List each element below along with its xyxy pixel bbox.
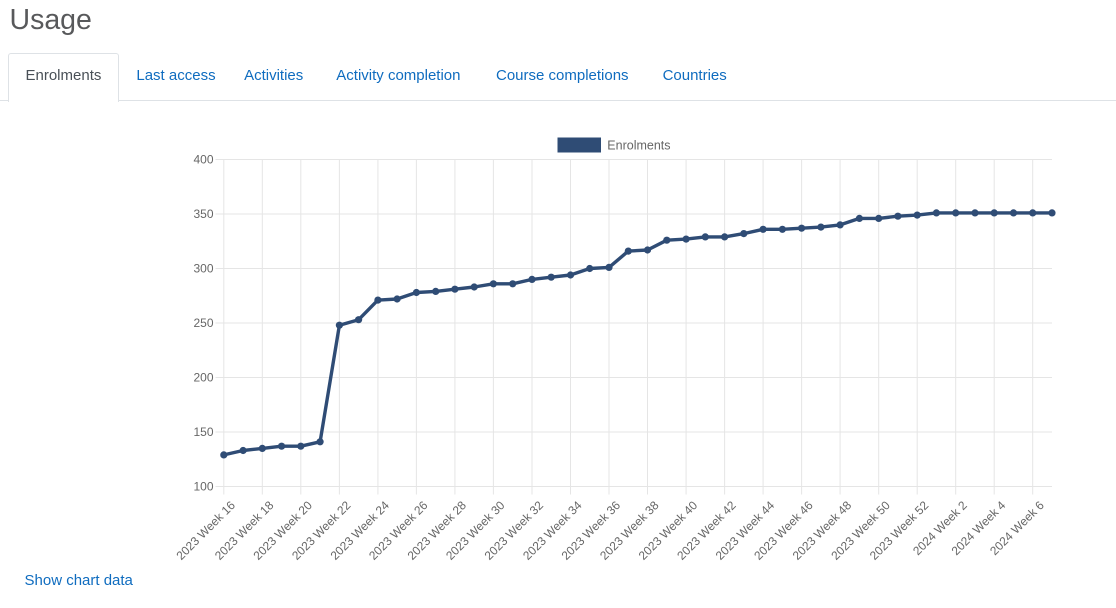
svg-text:300: 300 [193,262,213,276]
svg-text:200: 200 [193,371,213,385]
svg-text:Enrolments: Enrolments [607,139,670,153]
svg-text:350: 350 [193,207,213,221]
svg-text:400: 400 [193,153,213,167]
svg-text:150: 150 [193,425,213,439]
svg-text:250: 250 [193,316,213,330]
svg-text:100: 100 [193,480,213,494]
